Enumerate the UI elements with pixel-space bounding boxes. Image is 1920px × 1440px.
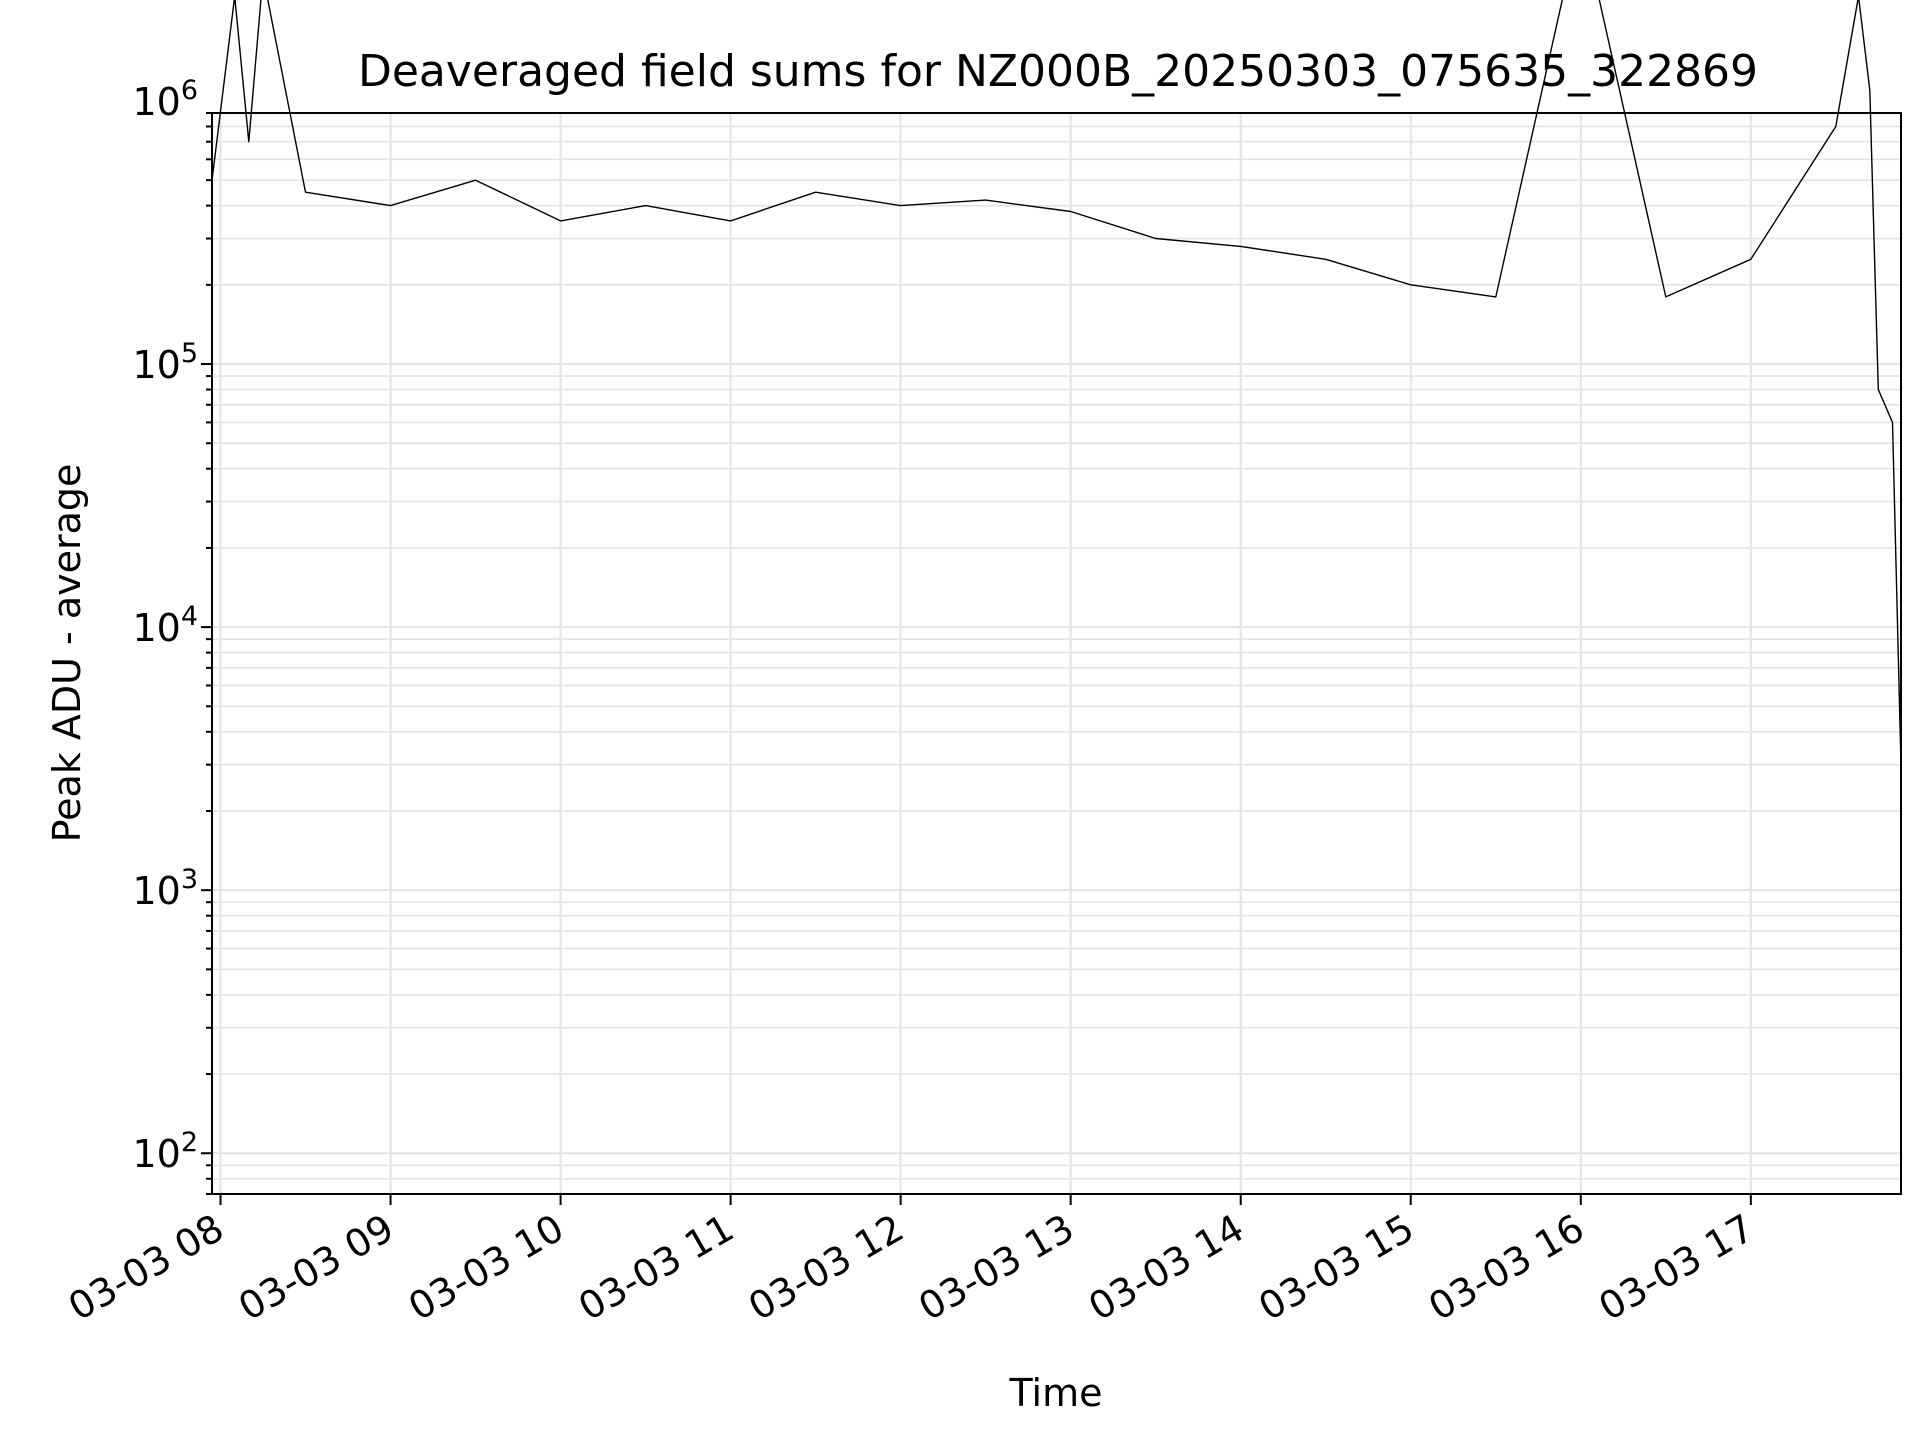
y-tick-label: 105 [132, 338, 198, 387]
chart-title: Deaveraged field sums for NZ000B_2025030… [358, 46, 1758, 97]
y-tick-label: 104 [132, 601, 198, 650]
y-tick-label: 106 [132, 75, 198, 124]
series-group [211, 0, 1902, 765]
y-tick-label: 103 [132, 864, 198, 913]
y-tick-label: 102 [132, 1127, 198, 1176]
series-line [211, 0, 1902, 765]
x-axis-label: Time [1009, 1371, 1103, 1415]
y-axis-label: Peak ADU - average [45, 464, 89, 843]
y-axis: 102 103 104 105 106 [132, 75, 212, 1195]
